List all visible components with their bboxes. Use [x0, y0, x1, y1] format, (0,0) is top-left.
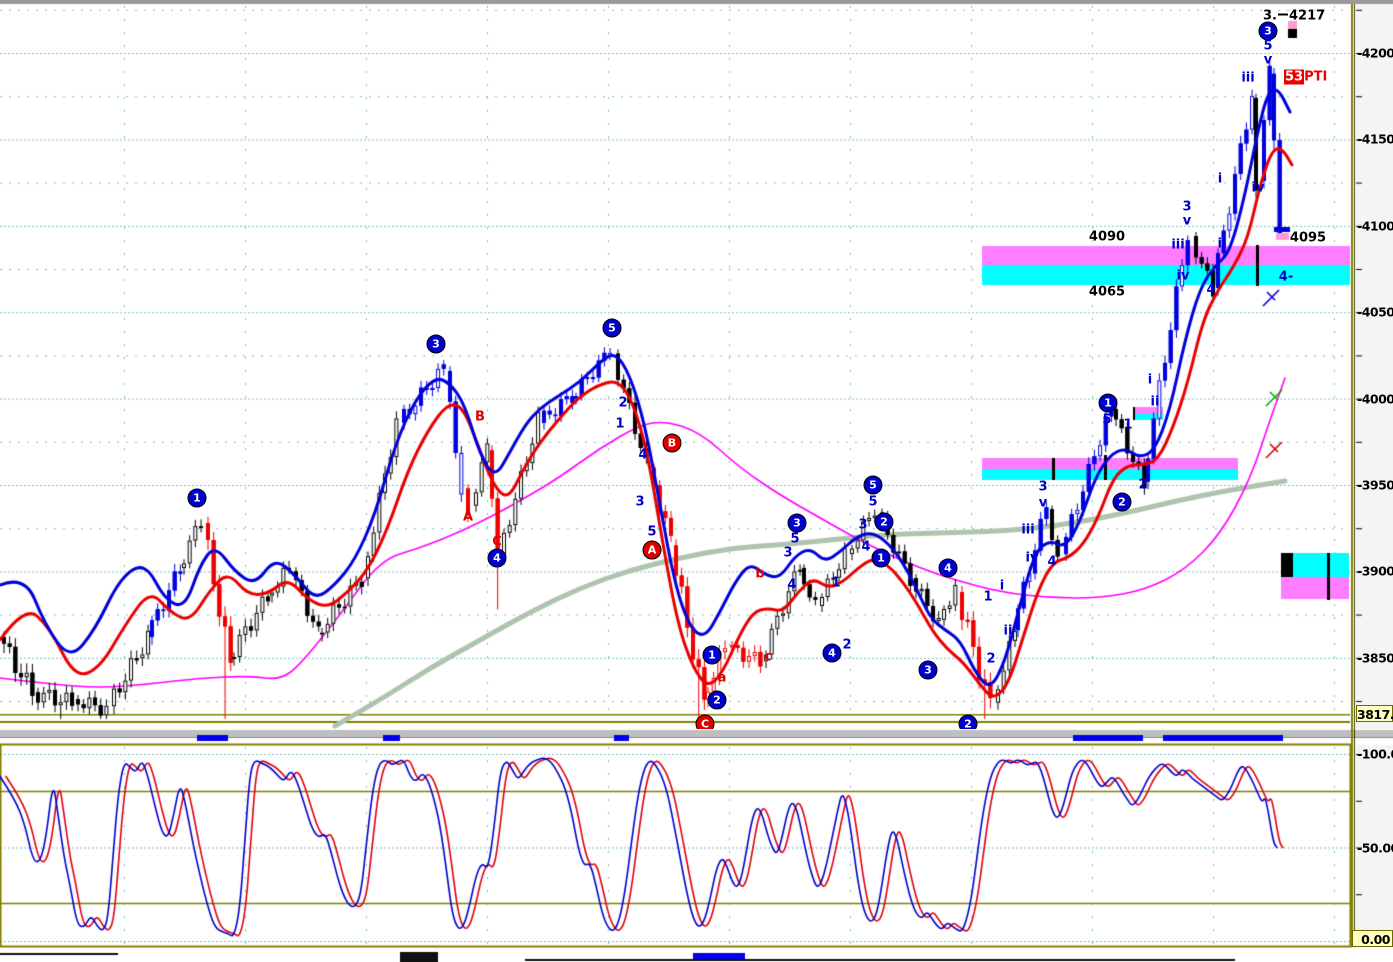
- wave-label-B: B: [475, 409, 485, 425]
- wave-label-2: 2: [618, 395, 628, 411]
- wave-label-1: 1: [983, 589, 993, 605]
- wave-circle-blue-3: 3: [1258, 21, 1278, 41]
- price-last-value-box: 3817.0: [1356, 705, 1393, 722]
- wave-label-1: 1: [1123, 417, 1133, 433]
- price-annotation-4065: 4065: [1088, 284, 1126, 300]
- wave-label-i: i: [1147, 372, 1153, 388]
- projection-prefix: 3.: [1263, 8, 1277, 24]
- wave-label-5: 5: [868, 494, 878, 510]
- price-panel-label-layer: 1 3 4 5 1 2 3 4 5 2 1 4 3 2 1 2 3 B A C 2 1 4 3 5 3 5 4 1 2 3 5 4 1 i ii 2 ii…: [187, 21, 1327, 729]
- wave-label-5: 5: [1263, 38, 1273, 54]
- price-tick-4100.0: -4100.0: [1357, 218, 1393, 234]
- wave-label-A: A: [462, 509, 474, 525]
- wave-label-5: 5: [790, 531, 800, 547]
- wave-label-4-: 4-: [1278, 269, 1294, 285]
- wave-label-iii: iii: [1171, 237, 1185, 253]
- price-annotation-4090: 4090: [1088, 229, 1126, 245]
- wave-label-iv: iv: [1025, 550, 1039, 566]
- oscillator-tick-100.00: -100.00: [1357, 746, 1393, 762]
- wave-label-i: i: [1217, 171, 1223, 187]
- wave-circle-blue-4: 4: [487, 548, 507, 568]
- wave-label-ii: ii: [1150, 394, 1160, 410]
- price-tick-3900.0: -3900.0: [1357, 563, 1393, 579]
- wave-circle-blue-1: 1: [871, 548, 891, 568]
- wave-label-5: 5: [647, 524, 657, 540]
- wave-label-v: v: [1038, 495, 1048, 511]
- wave-label-iv: iv: [1251, 180, 1265, 196]
- wave-label-a: a: [717, 670, 727, 686]
- wave-label-c: c: [764, 649, 772, 665]
- oscillator-tick-50.00: -50.00: [1357, 840, 1393, 855]
- price-tick-3850.0: -3850.0: [1357, 650, 1393, 666]
- wave-circle-blue-4: 4: [938, 558, 958, 578]
- wave-circle-blue-3: 3: [918, 660, 938, 680]
- price-tick-4200.0: -4200.0: [1357, 45, 1393, 61]
- price-tick-3950.0: -3950.0: [1357, 477, 1393, 493]
- wave-circle-blue-5: 5: [863, 475, 883, 495]
- wave-circle-red-A: A: [642, 540, 662, 560]
- wave-circle-blue-2: 2: [707, 690, 727, 710]
- wave-label-1: 1: [831, 575, 841, 591]
- wave-circle-blue-3: 3: [787, 513, 807, 533]
- wave-label-3: 3: [783, 545, 793, 561]
- wave-label-3: 3: [635, 494, 645, 510]
- wave-label-v: v: [1182, 213, 1192, 229]
- wave-label-iii: iii: [1021, 522, 1035, 538]
- wave-circle-blue-2: 2: [1112, 492, 1132, 512]
- wave-label-ii: ii: [1003, 623, 1013, 639]
- wave-circle-blue-1: 1: [1098, 393, 1118, 413]
- wave3-projection-label: 3. 4217: [1263, 9, 1325, 24]
- wave-label-4: 4: [787, 577, 797, 593]
- wave-circle-blue-2: 2: [958, 714, 978, 729]
- wave-label-v: v: [1263, 52, 1273, 68]
- price-annotation-4095: 4095: [1289, 230, 1327, 246]
- wave-label-b: b: [755, 566, 765, 582]
- wave-label-iii: iii: [1241, 70, 1255, 86]
- wave-label-3: 3: [858, 517, 868, 533]
- wave-label-2: 2: [1138, 477, 1148, 493]
- wave-circle-blue-5: 5: [602, 318, 622, 338]
- projection-target: 4217: [1288, 8, 1326, 24]
- pti-value: 53: [1284, 69, 1305, 85]
- wave-label-ii: ii: [1217, 236, 1227, 252]
- wave-label-1: 1: [615, 416, 625, 432]
- pti-text: PTI: [1304, 69, 1328, 85]
- wave-label-4: 4: [1206, 282, 1216, 298]
- wave-label-2: 2: [842, 637, 852, 653]
- wave-label-2: 2: [986, 651, 996, 667]
- wave-label-3: 3: [1182, 199, 1192, 215]
- price-tick-4000.0: -4000.0: [1357, 391, 1393, 407]
- wave-label-C: C: [492, 534, 502, 550]
- wave-label-4: 4: [638, 447, 648, 463]
- price-tick-4050.0: -4050.0: [1357, 304, 1393, 320]
- wave-label-3: 3: [1038, 479, 1048, 495]
- oscillator-value-box: 0.00: [1352, 930, 1393, 947]
- wave-label-iv: iv: [1176, 268, 1190, 284]
- wave-label-4: 4: [861, 539, 871, 555]
- wave-circle-blue-1: 1: [187, 488, 207, 508]
- wave-circle-red-C: C: [695, 714, 715, 729]
- wave-label-4: 4: [1047, 554, 1057, 570]
- wave-circle-red-B: B: [662, 433, 682, 453]
- wave-label-5: 5: [1102, 412, 1112, 428]
- wave-circle-blue-1: 1: [702, 645, 722, 665]
- price-tick-4150.0: -4150.0: [1357, 131, 1393, 147]
- pti-indicator-label: 53PTI: [1284, 69, 1328, 85]
- wave-circle-blue-4: 4: [822, 643, 842, 663]
- projection-dash-icon: [1277, 13, 1288, 16]
- wave-label-i: i: [999, 578, 1005, 594]
- wave-circle-blue-2: 2: [874, 512, 894, 532]
- wave-circle-blue-3: 3: [426, 334, 446, 354]
